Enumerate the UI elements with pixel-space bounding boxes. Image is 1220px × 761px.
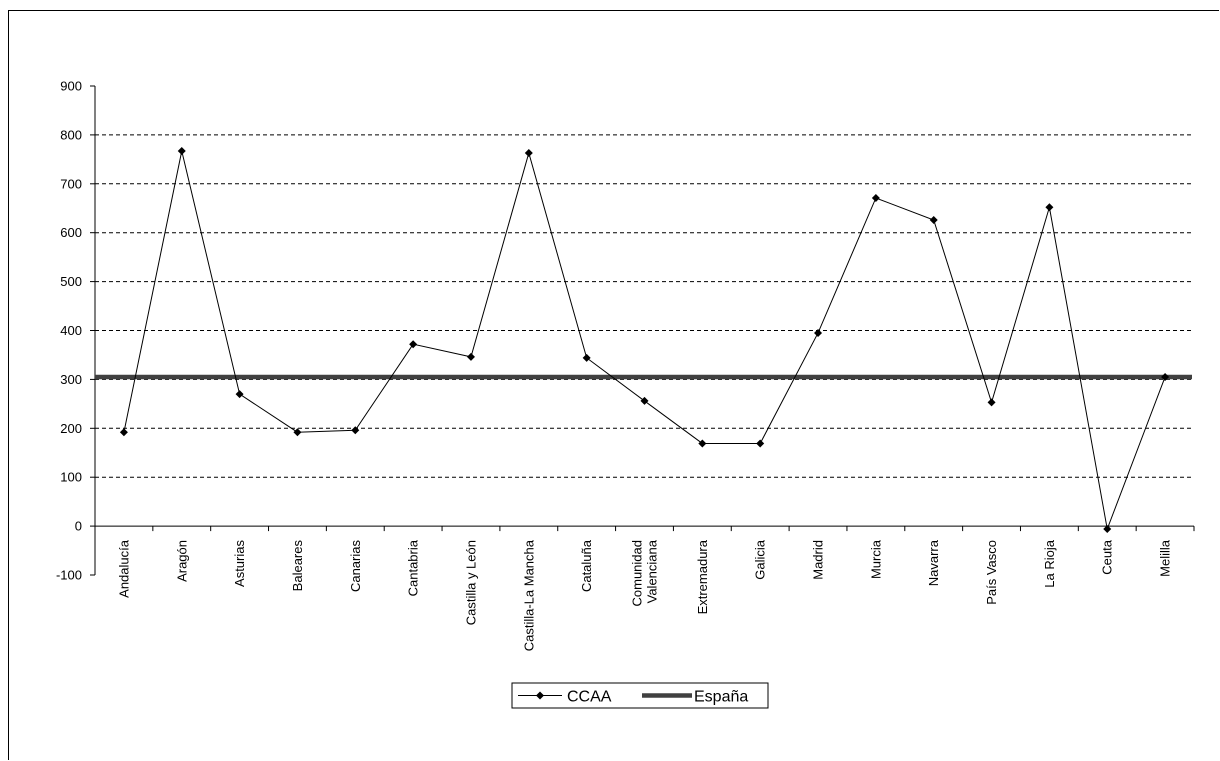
y-tick-label: 500	[60, 274, 82, 289]
x-tick-label: Valenciana	[645, 539, 660, 603]
data-point-ccaa	[409, 340, 418, 349]
data-point-ccaa	[235, 390, 244, 399]
y-tick-label: 900	[60, 79, 82, 94]
x-tick-label: Melilla	[1158, 539, 1173, 577]
x-tick-label: Andalucía	[116, 539, 131, 598]
y-tick-label: -100	[56, 568, 82, 583]
data-point-ccaa	[351, 426, 360, 435]
x-tick-label: País Vasco	[984, 540, 999, 605]
x-tick-label: Murcia	[868, 539, 883, 579]
x-tick-label: Canarias	[348, 540, 363, 593]
chart-frame	[8, 10, 1219, 760]
x-tick-label: Ceuta	[1100, 539, 1115, 574]
data-point-ccaa	[987, 398, 996, 407]
data-point-ccaa	[871, 193, 880, 202]
data-point-ccaa	[177, 147, 186, 156]
legend-espana-label: España	[694, 689, 748, 706]
x-tick-label: La Rioja	[1042, 539, 1057, 587]
y-tick-label: 300	[60, 372, 82, 387]
x-tick-label: Navarra	[926, 539, 941, 586]
y-tick-label: 700	[60, 176, 82, 191]
y-tick-label: 400	[60, 323, 82, 338]
data-point-ccaa	[698, 439, 707, 448]
y-tick-label: 600	[60, 225, 82, 240]
x-tick-label: Asturias	[232, 540, 247, 587]
data-point-ccaa	[640, 396, 649, 405]
data-point-ccaa	[1161, 372, 1170, 381]
x-tick-label: Extremadura	[695, 539, 710, 614]
series-ccaa-line	[123, 150, 1166, 531]
x-tick-label: Comunidad	[630, 540, 645, 607]
data-point-ccaa	[293, 428, 302, 437]
x-tick-label: Cantabria	[406, 539, 421, 596]
legend-ccaa-label: CCAA	[567, 689, 612, 706]
x-tick-label: Aragón	[174, 540, 189, 582]
x-tick-label: Baleares	[290, 540, 305, 592]
data-point-ccaa	[756, 439, 765, 448]
legend-ccaa-marker	[536, 691, 544, 700]
y-tick-label: 200	[60, 421, 82, 436]
data-point-ccaa	[582, 353, 591, 362]
data-point-ccaa	[929, 215, 938, 224]
x-tick-label: Castilla y León	[463, 540, 478, 625]
y-tick-label: 800	[60, 127, 82, 142]
data-point-ccaa	[1103, 525, 1112, 534]
x-tick-label: Castilla-La Mancha	[521, 539, 536, 651]
x-tick-label: Madrid	[811, 540, 826, 580]
data-point-ccaa	[466, 352, 475, 361]
data-point-ccaa	[814, 328, 823, 337]
data-point-ccaa	[119, 428, 128, 437]
data-point-ccaa	[524, 148, 533, 157]
x-tick-label: Cataluña	[579, 539, 594, 592]
x-tick-label: Galicia	[753, 539, 768, 580]
data-point-ccaa	[1045, 203, 1054, 212]
y-tick-label: 100	[60, 470, 82, 485]
y-tick-label: 0	[75, 519, 82, 534]
